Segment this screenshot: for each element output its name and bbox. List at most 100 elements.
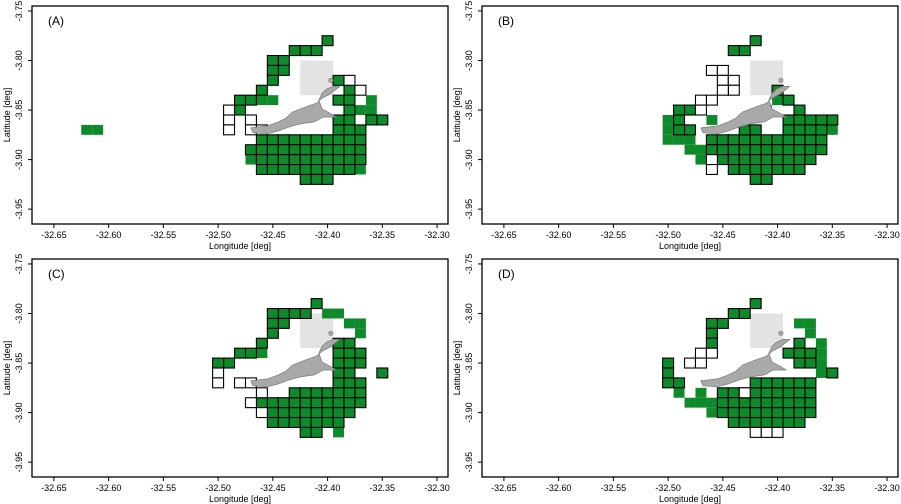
outlined-green-cell (782, 124, 795, 136)
outlined-green-cell (804, 357, 817, 369)
outlined-white-cell (223, 124, 236, 136)
outlined-white-cell (716, 74, 729, 86)
outlined-green-cell (716, 154, 729, 166)
outlined-green-cell (266, 134, 279, 146)
outlined-green-cell (277, 54, 290, 67)
outlined-green-cell (332, 357, 345, 369)
outlined-green-cell (310, 144, 323, 156)
outlined-green-cell (310, 163, 323, 176)
outlined-green-cell (310, 426, 323, 438)
outlined-green-cell (804, 114, 817, 126)
outlined-white-cell (705, 154, 718, 166)
outlined-white-cell (233, 377, 247, 389)
green-cell (772, 95, 784, 106)
outlined-green-cell (310, 397, 323, 409)
outlined-green-cell (749, 35, 762, 47)
outlined-green-cell (683, 124, 697, 136)
outlined-green-cell (738, 154, 751, 166)
outlined-white-cell (771, 426, 784, 438)
outlined-green-cell (277, 317, 290, 329)
outlined-green-cell (782, 154, 795, 166)
outlined-green-cell (299, 387, 312, 399)
outlined-green-cell (793, 114, 806, 126)
outlined-green-cell (683, 104, 697, 116)
x-tick-label: -32.50 (655, 483, 681, 493)
outlined-green-cell (299, 154, 312, 166)
outlined-green-cell (332, 163, 345, 176)
outlined-green-cell (277, 154, 290, 166)
x-tick-label: -32.40 (315, 483, 341, 493)
outlined-green-cell (321, 387, 334, 399)
outlined-green-cell (793, 124, 806, 136)
outlined-white-cell (694, 347, 707, 359)
outlined-green-cell (782, 163, 795, 176)
outlined-white-cell (760, 426, 773, 438)
outlined-green-cell (299, 407, 312, 419)
outlined-green-cell (212, 357, 225, 369)
outlined-green-cell (365, 114, 378, 126)
islet-shape (328, 330, 334, 336)
outlined-green-cell (749, 154, 762, 166)
x-tick-label: -32.40 (765, 483, 791, 493)
outlined-green-cell (727, 163, 740, 176)
outlined-white-cell (694, 104, 707, 116)
outlined-green-cell (277, 397, 290, 409)
outlined-green-cell (782, 407, 795, 419)
green-cell (354, 318, 366, 329)
outlined-green-cell (255, 163, 268, 176)
outlined-green-cell (793, 416, 806, 429)
outlined-green-cell (266, 407, 279, 419)
green-cell (333, 308, 344, 319)
y-tick-label: -3.85 (464, 353, 474, 374)
panel-label: (C) (48, 267, 65, 281)
green-cell (673, 387, 685, 398)
outlined-green-cell (749, 407, 762, 419)
outlined-green-cell (804, 397, 817, 409)
outlined-green-cell (321, 35, 334, 47)
outlined-green-cell (705, 327, 718, 339)
outlined-green-cell (343, 104, 356, 116)
outlined-green-cell (343, 377, 356, 389)
panel-d: -32.65 -32.60 -32.55 -32.50 -32.45 -32.40 -32.… (452, 254, 900, 504)
outlined-green-cell (299, 426, 312, 438)
outlined-green-cell (266, 397, 279, 409)
outlined-green-cell (376, 367, 389, 379)
outlined-green-cell (266, 54, 279, 67)
outlined-green-cell (716, 317, 729, 329)
x-tick-label: -32.45 (260, 230, 286, 240)
outlined-green-cell (771, 144, 784, 156)
green-cell (815, 368, 827, 378)
x-tick-label: -32.50 (205, 230, 231, 240)
y-tick-label: -3.80 (464, 50, 474, 71)
x-tick-label: -32.40 (765, 230, 791, 240)
outlined-green-cell (288, 387, 301, 399)
outlined-white-cell (683, 357, 697, 369)
outlined-green-cell (277, 163, 290, 176)
outlined-green-cell (738, 134, 751, 146)
outlined-green-cell (266, 307, 279, 320)
outlined-green-cell (332, 134, 345, 146)
y-tick-label: -3.85 (464, 100, 474, 121)
green-cell (344, 318, 355, 329)
y-tick-label: -3.90 (464, 402, 474, 423)
outlined-green-cell (793, 347, 806, 359)
outlined-green-cell (310, 173, 323, 185)
green-cell (354, 105, 366, 115)
outlined-green-cell (782, 387, 795, 399)
y-tick-label: -3.75 (14, 1, 24, 22)
outlined-green-cell (793, 104, 806, 116)
outlined-green-cell (705, 337, 718, 349)
outlined-green-cell (793, 154, 806, 166)
x-tick-label: -32.35 (370, 230, 396, 240)
outlined-green-cell (760, 173, 773, 185)
outlined-white-cell (727, 74, 740, 86)
outlined-green-cell (749, 163, 762, 176)
outlined-white-cell (212, 367, 225, 379)
x-tick-label: -32.30 (874, 483, 900, 493)
outlined-green-cell (673, 377, 686, 389)
outlined-green-cell (266, 416, 279, 429)
outlined-green-cell (343, 337, 356, 349)
outlined-green-cell (255, 84, 268, 96)
outlined-white-cell (705, 94, 718, 106)
